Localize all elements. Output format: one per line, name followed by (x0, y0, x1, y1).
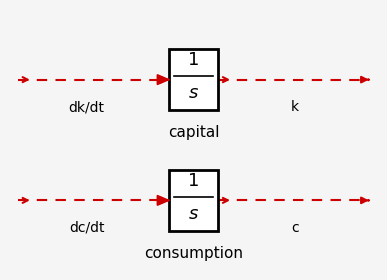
Text: c: c (291, 221, 298, 235)
Text: s: s (189, 84, 198, 102)
Polygon shape (157, 195, 169, 205)
FancyBboxPatch shape (169, 170, 218, 230)
Text: 1: 1 (188, 52, 199, 69)
Text: dc/dt: dc/dt (69, 221, 104, 235)
Polygon shape (157, 75, 169, 85)
Text: k: k (291, 100, 299, 114)
Text: consumption: consumption (144, 246, 243, 261)
Text: dk/dt: dk/dt (69, 100, 105, 114)
Text: 1: 1 (188, 172, 199, 190)
Text: capital: capital (168, 125, 219, 140)
Text: s: s (189, 205, 198, 223)
FancyBboxPatch shape (169, 50, 218, 110)
